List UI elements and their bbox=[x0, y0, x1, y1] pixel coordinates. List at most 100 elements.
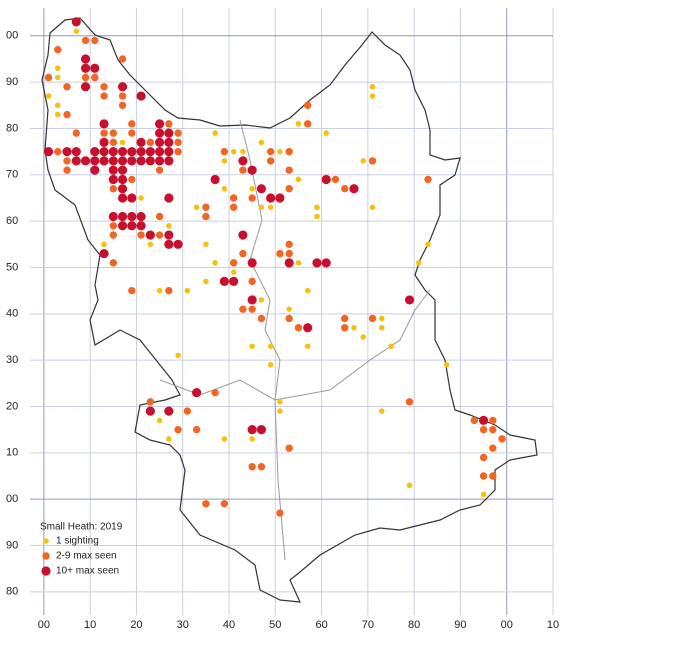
record-dot bbox=[63, 83, 71, 91]
record-dot bbox=[118, 55, 127, 63]
record-dot bbox=[174, 129, 182, 137]
record-dot bbox=[295, 176, 302, 183]
record-dot bbox=[256, 425, 267, 435]
record-dot bbox=[247, 295, 257, 305]
legend-title: Small Heath: 2019 bbox=[40, 522, 123, 533]
record-dot bbox=[303, 323, 313, 333]
record-dot bbox=[184, 287, 191, 294]
record-dot bbox=[239, 305, 247, 313]
record-dot bbox=[117, 193, 128, 203]
record-dot bbox=[145, 156, 155, 166]
record-dot bbox=[331, 175, 340, 184]
record-dot bbox=[127, 211, 137, 222]
record-dot bbox=[249, 436, 255, 442]
record-dot bbox=[406, 482, 413, 489]
record-dot bbox=[91, 36, 99, 45]
record-dot bbox=[54, 147, 62, 156]
record-dot bbox=[109, 138, 118, 147]
y-tick-label: 70 bbox=[6, 169, 18, 181]
record-dot bbox=[45, 93, 52, 99]
legend: 1 sighting 2-9 max seen 10+ max seen bbox=[41, 536, 119, 577]
record-dot bbox=[99, 119, 109, 129]
record-dot bbox=[369, 204, 376, 211]
record-dot bbox=[230, 269, 237, 275]
record-dot bbox=[404, 295, 415, 305]
record-dot bbox=[304, 287, 311, 294]
record-dot bbox=[54, 74, 61, 81]
record-dot bbox=[229, 259, 238, 267]
record-dot bbox=[248, 277, 256, 286]
record-dot bbox=[81, 73, 90, 82]
record-dot bbox=[108, 147, 118, 157]
record-dot bbox=[285, 147, 293, 156]
record-dot bbox=[425, 241, 431, 248]
record-dot bbox=[286, 306, 292, 312]
record-dot bbox=[349, 184, 359, 194]
record-dot bbox=[203, 278, 209, 285]
record-dot bbox=[247, 258, 257, 268]
record-dot bbox=[267, 204, 274, 211]
record-dot bbox=[203, 241, 209, 248]
record-dot bbox=[109, 222, 118, 230]
record-dot bbox=[478, 415, 489, 425]
record-dot bbox=[276, 249, 284, 258]
record-dot bbox=[80, 82, 91, 92]
record-dot bbox=[164, 239, 174, 249]
record-dot bbox=[239, 166, 247, 174]
record-dot bbox=[202, 212, 210, 221]
x-tick-label: 70 bbox=[362, 619, 374, 631]
record-dot bbox=[117, 165, 128, 175]
y-tick-label: 40 bbox=[6, 308, 18, 320]
record-dot bbox=[146, 138, 155, 147]
record-dot bbox=[145, 230, 155, 240]
record-dot bbox=[267, 361, 274, 368]
record-dot bbox=[479, 453, 488, 462]
record-dot bbox=[285, 240, 293, 249]
record-dot bbox=[136, 221, 146, 231]
legend-marker bbox=[42, 552, 50, 560]
record-dot bbox=[323, 130, 330, 136]
record-dot bbox=[145, 406, 155, 416]
record-dot bbox=[164, 406, 174, 416]
record-dot bbox=[136, 211, 146, 222]
record-dot bbox=[312, 258, 322, 268]
record-dot bbox=[489, 472, 497, 480]
record-dot bbox=[479, 472, 488, 480]
record-dot bbox=[91, 73, 99, 82]
record-dot bbox=[238, 230, 248, 240]
record-dot bbox=[62, 147, 72, 157]
x-tick-label: 00 bbox=[38, 619, 50, 631]
record-dot bbox=[360, 158, 367, 164]
record-dot bbox=[164, 193, 174, 203]
record-dot bbox=[314, 204, 320, 211]
record-dot bbox=[154, 119, 165, 129]
record-dot bbox=[73, 28, 80, 34]
record-dot bbox=[43, 147, 54, 157]
record-dot bbox=[145, 147, 155, 157]
record-dot bbox=[249, 185, 255, 192]
dots bbox=[43, 17, 506, 517]
record-dot bbox=[71, 156, 81, 166]
record-dot bbox=[192, 387, 202, 398]
record-dot bbox=[71, 17, 81, 27]
record-dot bbox=[351, 324, 357, 331]
record-dot bbox=[304, 343, 311, 350]
record-dot bbox=[229, 203, 238, 211]
record-dot bbox=[498, 435, 506, 443]
record-dot bbox=[369, 83, 376, 90]
record-dot bbox=[117, 221, 128, 231]
record-dot bbox=[378, 324, 385, 331]
record-dot bbox=[174, 138, 182, 147]
record-dot bbox=[118, 92, 127, 100]
record-dot bbox=[489, 416, 497, 425]
record-dot bbox=[81, 36, 90, 45]
record-dot bbox=[378, 315, 385, 322]
record-dot bbox=[341, 324, 349, 332]
record-dot bbox=[101, 241, 107, 248]
record-dot bbox=[240, 148, 246, 155]
record-dot bbox=[136, 156, 146, 166]
record-dot bbox=[166, 222, 172, 229]
record-dot bbox=[294, 324, 303, 332]
record-dot bbox=[258, 204, 265, 211]
